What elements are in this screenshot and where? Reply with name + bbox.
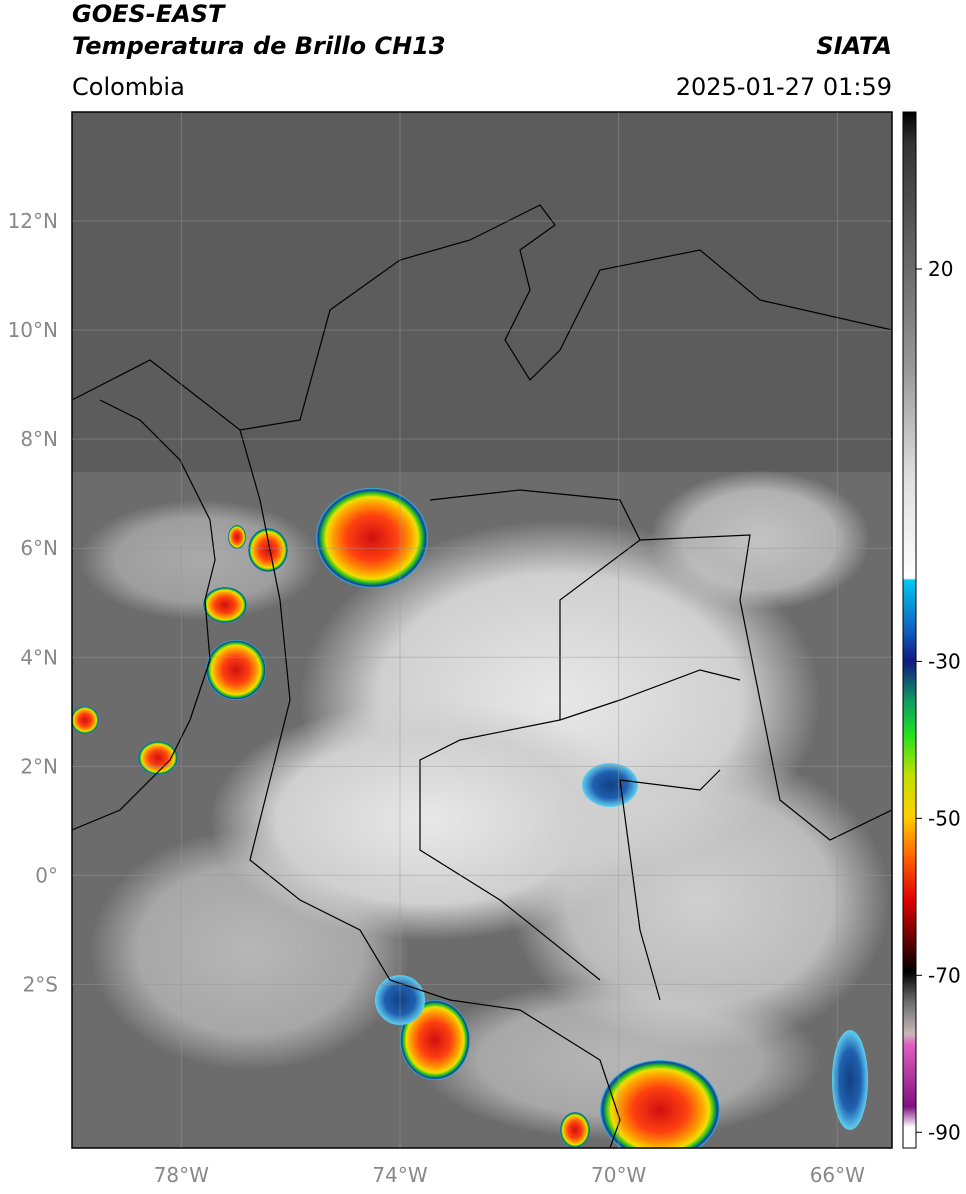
lat-tick-label: 2°N xyxy=(20,754,58,778)
lat-tick-label: 0° xyxy=(35,863,58,887)
map-frame xyxy=(71,111,893,1149)
colorbar-tick-label: -90 xyxy=(928,1120,961,1144)
region: Colombia xyxy=(72,73,185,101)
satellite-image xyxy=(72,112,892,1148)
lon-tick-label: 66°W xyxy=(810,1163,865,1187)
title: GOES-EAST xyxy=(72,0,226,28)
lon-tick-label: 74°W xyxy=(372,1163,427,1187)
lat-tick-label: 10°N xyxy=(8,318,58,342)
lat-tick-label: 12°N xyxy=(8,209,58,233)
source: SIATA xyxy=(816,32,892,60)
colorbar-tick-label: -50 xyxy=(928,806,961,830)
lat-tick-label: 2°S xyxy=(23,972,58,996)
colorbar-tick-label: -70 xyxy=(928,963,961,987)
lon-tick-label: 78°W xyxy=(154,1163,209,1187)
lon-tick-label: 70°W xyxy=(591,1163,646,1187)
subtitle: Temperatura de Brillo CH13 xyxy=(72,32,446,60)
colorbar xyxy=(902,111,917,1149)
lat-tick-label: 4°N xyxy=(20,645,58,669)
lat-tick-label: 6°N xyxy=(20,536,58,560)
colorbar-tick-label: 20 xyxy=(928,257,953,281)
colorbar-tick-label: -30 xyxy=(928,649,961,673)
lat-tick-label: 8°N xyxy=(20,427,58,451)
timestamp: 2025-01-27 01:59 xyxy=(676,73,892,101)
